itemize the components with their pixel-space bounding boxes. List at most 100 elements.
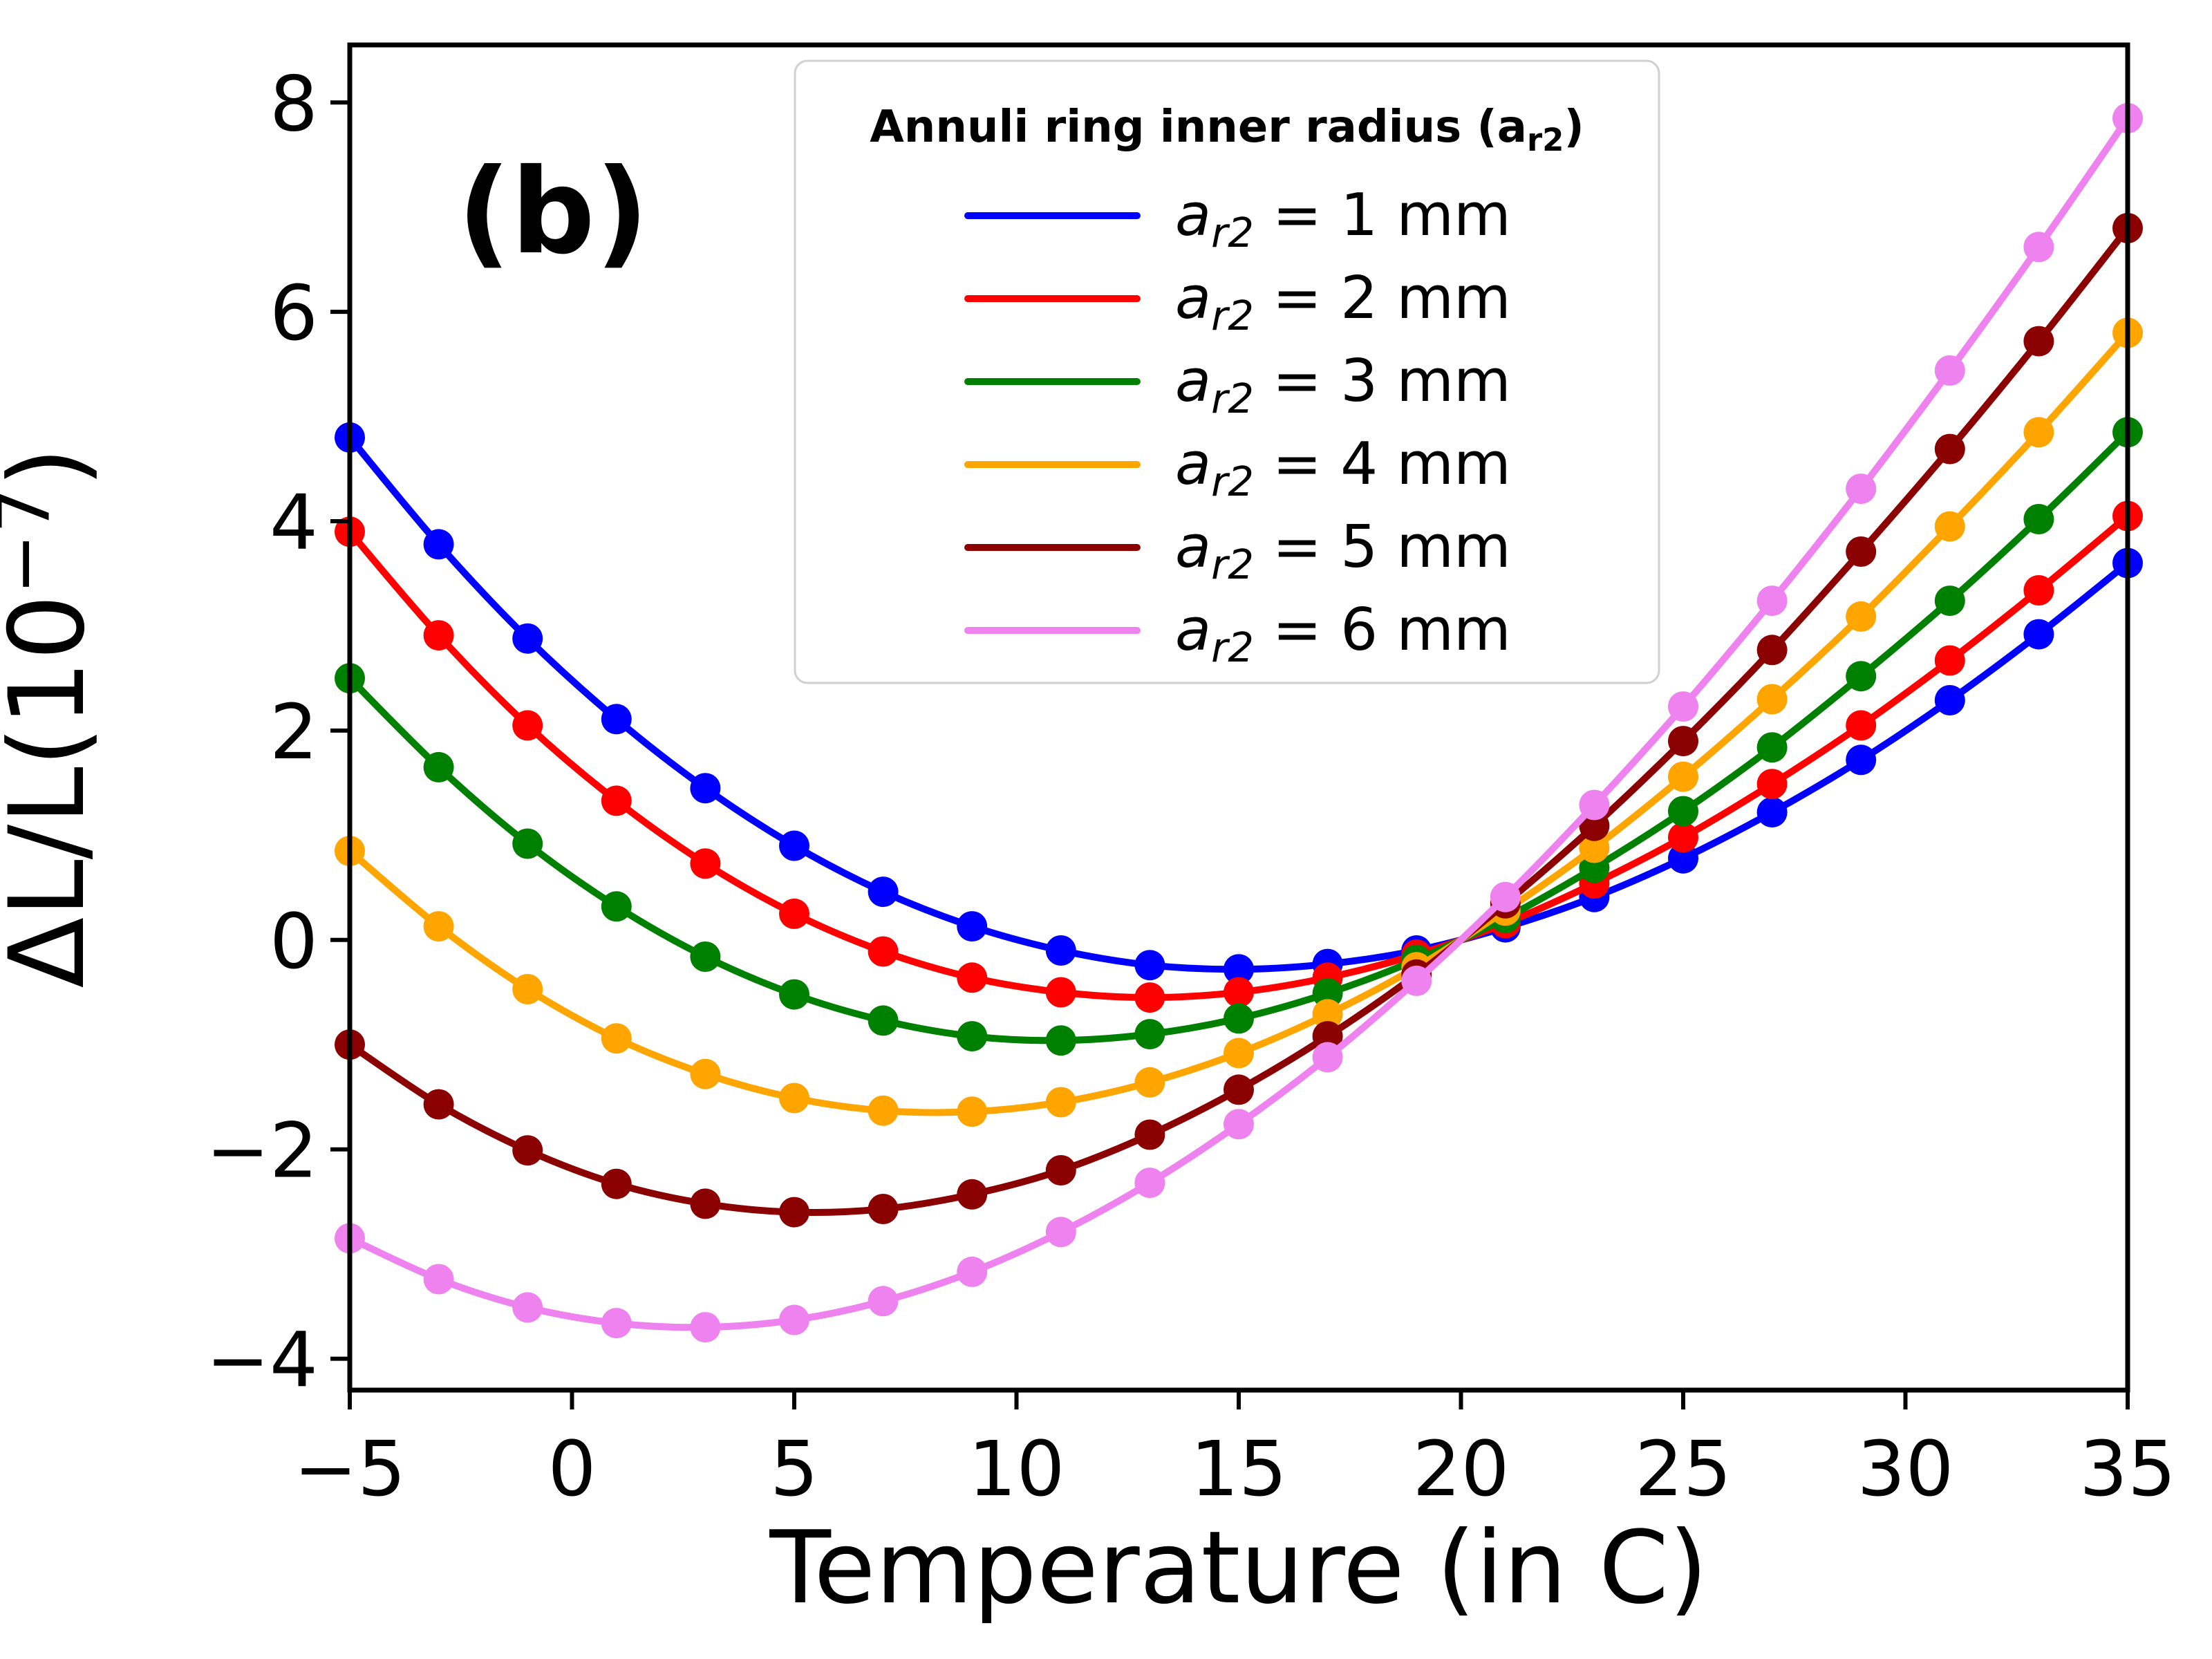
data-point [690, 941, 721, 972]
x-axis-label: Temperature (in C) [769, 1510, 1707, 1627]
data-point [1756, 769, 1788, 800]
x-tick-label: 30 [1857, 1425, 1954, 1513]
data-point [1756, 635, 1788, 666]
data-point [779, 1197, 809, 1228]
data-point [957, 1021, 988, 1052]
data-point [868, 1005, 899, 1036]
data-point [1490, 881, 1521, 912]
y-tick-label: 4 [270, 478, 318, 567]
data-point [1224, 977, 1254, 1008]
data-point [690, 1058, 721, 1089]
data-point [1045, 1087, 1076, 1118]
data-point [512, 974, 543, 1004]
data-point [957, 1096, 988, 1127]
legend-entry-5mm: ar2 = 5 mm [964, 513, 1511, 588]
data-point [957, 911, 988, 942]
data-point [423, 751, 454, 782]
data-point [868, 1286, 899, 1317]
x-tick-label: 10 [968, 1425, 1065, 1513]
data-point [1579, 789, 1610, 821]
data-point [957, 962, 988, 993]
data-point [2023, 417, 2054, 448]
data-point [1224, 954, 1254, 985]
data-point [601, 891, 632, 922]
data-point [690, 773, 721, 804]
data-point [1934, 511, 1965, 542]
data-point [1401, 965, 1432, 996]
data-point [868, 1194, 899, 1224]
data-point [1756, 684, 1788, 715]
data-point [601, 704, 632, 735]
data-point [2023, 575, 2054, 606]
x-tick-label: 5 [770, 1425, 818, 1513]
x-tick-label: −5 [294, 1425, 406, 1513]
data-point [1579, 832, 1610, 863]
data-point [1312, 999, 1343, 1030]
data-point [1045, 1025, 1076, 1056]
y-tick-label: −4 [206, 1316, 318, 1405]
y-tick-label: 6 [270, 269, 318, 357]
data-point [1224, 1074, 1254, 1105]
legend-title: Annuli ring inner radius (ar2) [870, 102, 1584, 158]
data-point [512, 623, 543, 654]
x-tick-label: 15 [1190, 1425, 1287, 1513]
data-point [1312, 1042, 1343, 1073]
y-tick-label: −2 [206, 1107, 318, 1195]
data-point [2023, 326, 2054, 357]
legend: Annuli ring inner radius (ar2) ar2 = 1 mm… [794, 59, 1660, 684]
data-point [1846, 661, 1877, 692]
data-point [1134, 1119, 1165, 1150]
legend-entry-6mm: ar2 = 6 mm [964, 596, 1511, 671]
x-tick-label: 35 [2079, 1425, 2176, 1513]
data-point [1756, 585, 1788, 617]
data-point [868, 936, 899, 967]
data-point [1934, 585, 1965, 617]
data-point [601, 1023, 632, 1054]
data-point [423, 911, 454, 942]
data-point [1134, 950, 1165, 981]
legend-label: ar2 = 5 mm [1175, 513, 1511, 588]
data-point [423, 529, 454, 560]
data-point [601, 1308, 632, 1339]
data-point [1846, 744, 1877, 776]
data-point [1846, 536, 1877, 567]
data-point [1668, 796, 1698, 827]
data-point [1134, 1019, 1165, 1050]
data-point [957, 1179, 988, 1210]
y-axis-label: ΔL/L(10−7) [0, 447, 108, 988]
data-point [1934, 355, 1965, 386]
data-point [1846, 601, 1877, 632]
legend-label: ar2 = 4 mm [1175, 430, 1511, 505]
data-point [1934, 685, 1965, 715]
y-tick-label: 0 [270, 897, 318, 986]
plot-series [335, 103, 2143, 1343]
legend-entry-1mm: ar2 = 1 mm [964, 181, 1511, 256]
data-point [2023, 619, 2054, 650]
data-point [2023, 504, 2054, 534]
data-point [1312, 1021, 1343, 1052]
x-tick-label: 25 [1635, 1425, 1732, 1513]
data-point [868, 1095, 899, 1126]
data-point [512, 1292, 543, 1323]
x-tick-label: 20 [1413, 1425, 1510, 1513]
data-point [1934, 645, 1965, 676]
legend-label: ar2 = 6 mm [1175, 596, 1511, 671]
data-point [2023, 232, 2054, 263]
data-point [779, 830, 809, 861]
data-point [512, 1135, 543, 1166]
data-point [423, 1089, 454, 1120]
data-point [1668, 822, 1698, 853]
legend-entry-2mm: ar2 = 2 mm [964, 264, 1511, 339]
data-point [1045, 1155, 1076, 1185]
data-point [690, 848, 721, 879]
data-point [690, 1188, 721, 1219]
data-point [1668, 691, 1698, 722]
x-tick-label: 0 [548, 1425, 597, 1513]
data-point [1224, 1003, 1254, 1034]
data-point [601, 1168, 632, 1199]
data-point [1668, 726, 1698, 757]
panel-label: (b) [457, 144, 648, 281]
data-point [601, 785, 632, 816]
